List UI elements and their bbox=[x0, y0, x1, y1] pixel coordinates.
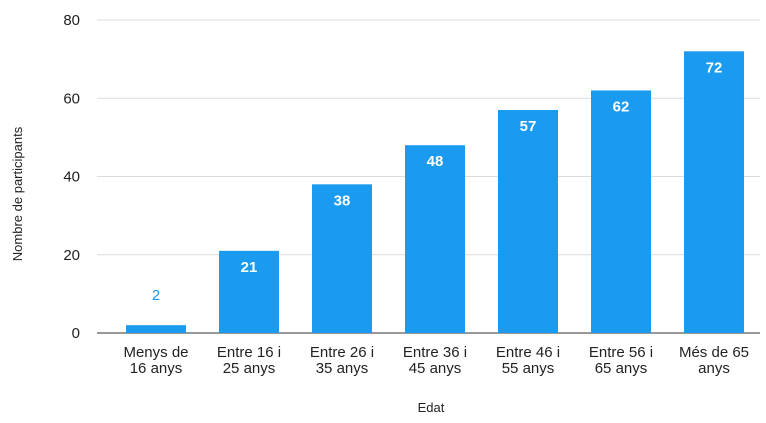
x-axis-title: Edat bbox=[418, 400, 445, 415]
x-axis-categories: Menys de 16 anys Entre 16 i 25 anys Entre 26… bbox=[123, 344, 749, 377]
bars bbox=[126, 51, 744, 334]
y-tick-label: 20 bbox=[63, 247, 80, 264]
data-labels: 2 21 38 48 57 62 72 bbox=[152, 59, 723, 304]
bar-value-label: 21 bbox=[241, 259, 258, 276]
x-category-label: Entre 56 i 65 anys bbox=[589, 344, 653, 377]
bar bbox=[126, 325, 186, 333]
x-category-label: Entre 36 i 45 anys bbox=[403, 344, 467, 377]
bar bbox=[498, 109, 558, 333]
bar bbox=[312, 184, 372, 333]
y-tick-label: 60 bbox=[63, 90, 80, 107]
x-category-label: Entre 46 i 55 anys bbox=[496, 344, 560, 377]
x-category-label: Més de 65 anys bbox=[679, 344, 749, 377]
bar bbox=[219, 250, 279, 333]
bar-value-label: 72 bbox=[706, 59, 723, 76]
bar-value-label: 48 bbox=[427, 153, 444, 170]
x-category-label: Entre 16 i 25 anys bbox=[217, 344, 281, 377]
bar bbox=[591, 90, 651, 333]
y-axis-ticks: 0 20 40 60 80 bbox=[63, 12, 80, 342]
bar-value-label: 2 bbox=[152, 287, 160, 304]
y-tick-label: 40 bbox=[63, 169, 80, 186]
bar bbox=[405, 145, 465, 333]
x-category-label: Menys de 16 anys bbox=[123, 344, 188, 377]
bar bbox=[684, 51, 744, 334]
bar-value-label: 57 bbox=[520, 118, 537, 135]
x-category-label: Entre 26 i 35 anys bbox=[310, 344, 374, 377]
bar-value-label: 62 bbox=[613, 98, 630, 115]
y-tick-label: 0 bbox=[72, 325, 80, 342]
y-axis-title: Nombre de participants bbox=[10, 126, 25, 261]
bar-value-label: 38 bbox=[334, 192, 351, 209]
y-tick-label: 80 bbox=[63, 12, 80, 29]
